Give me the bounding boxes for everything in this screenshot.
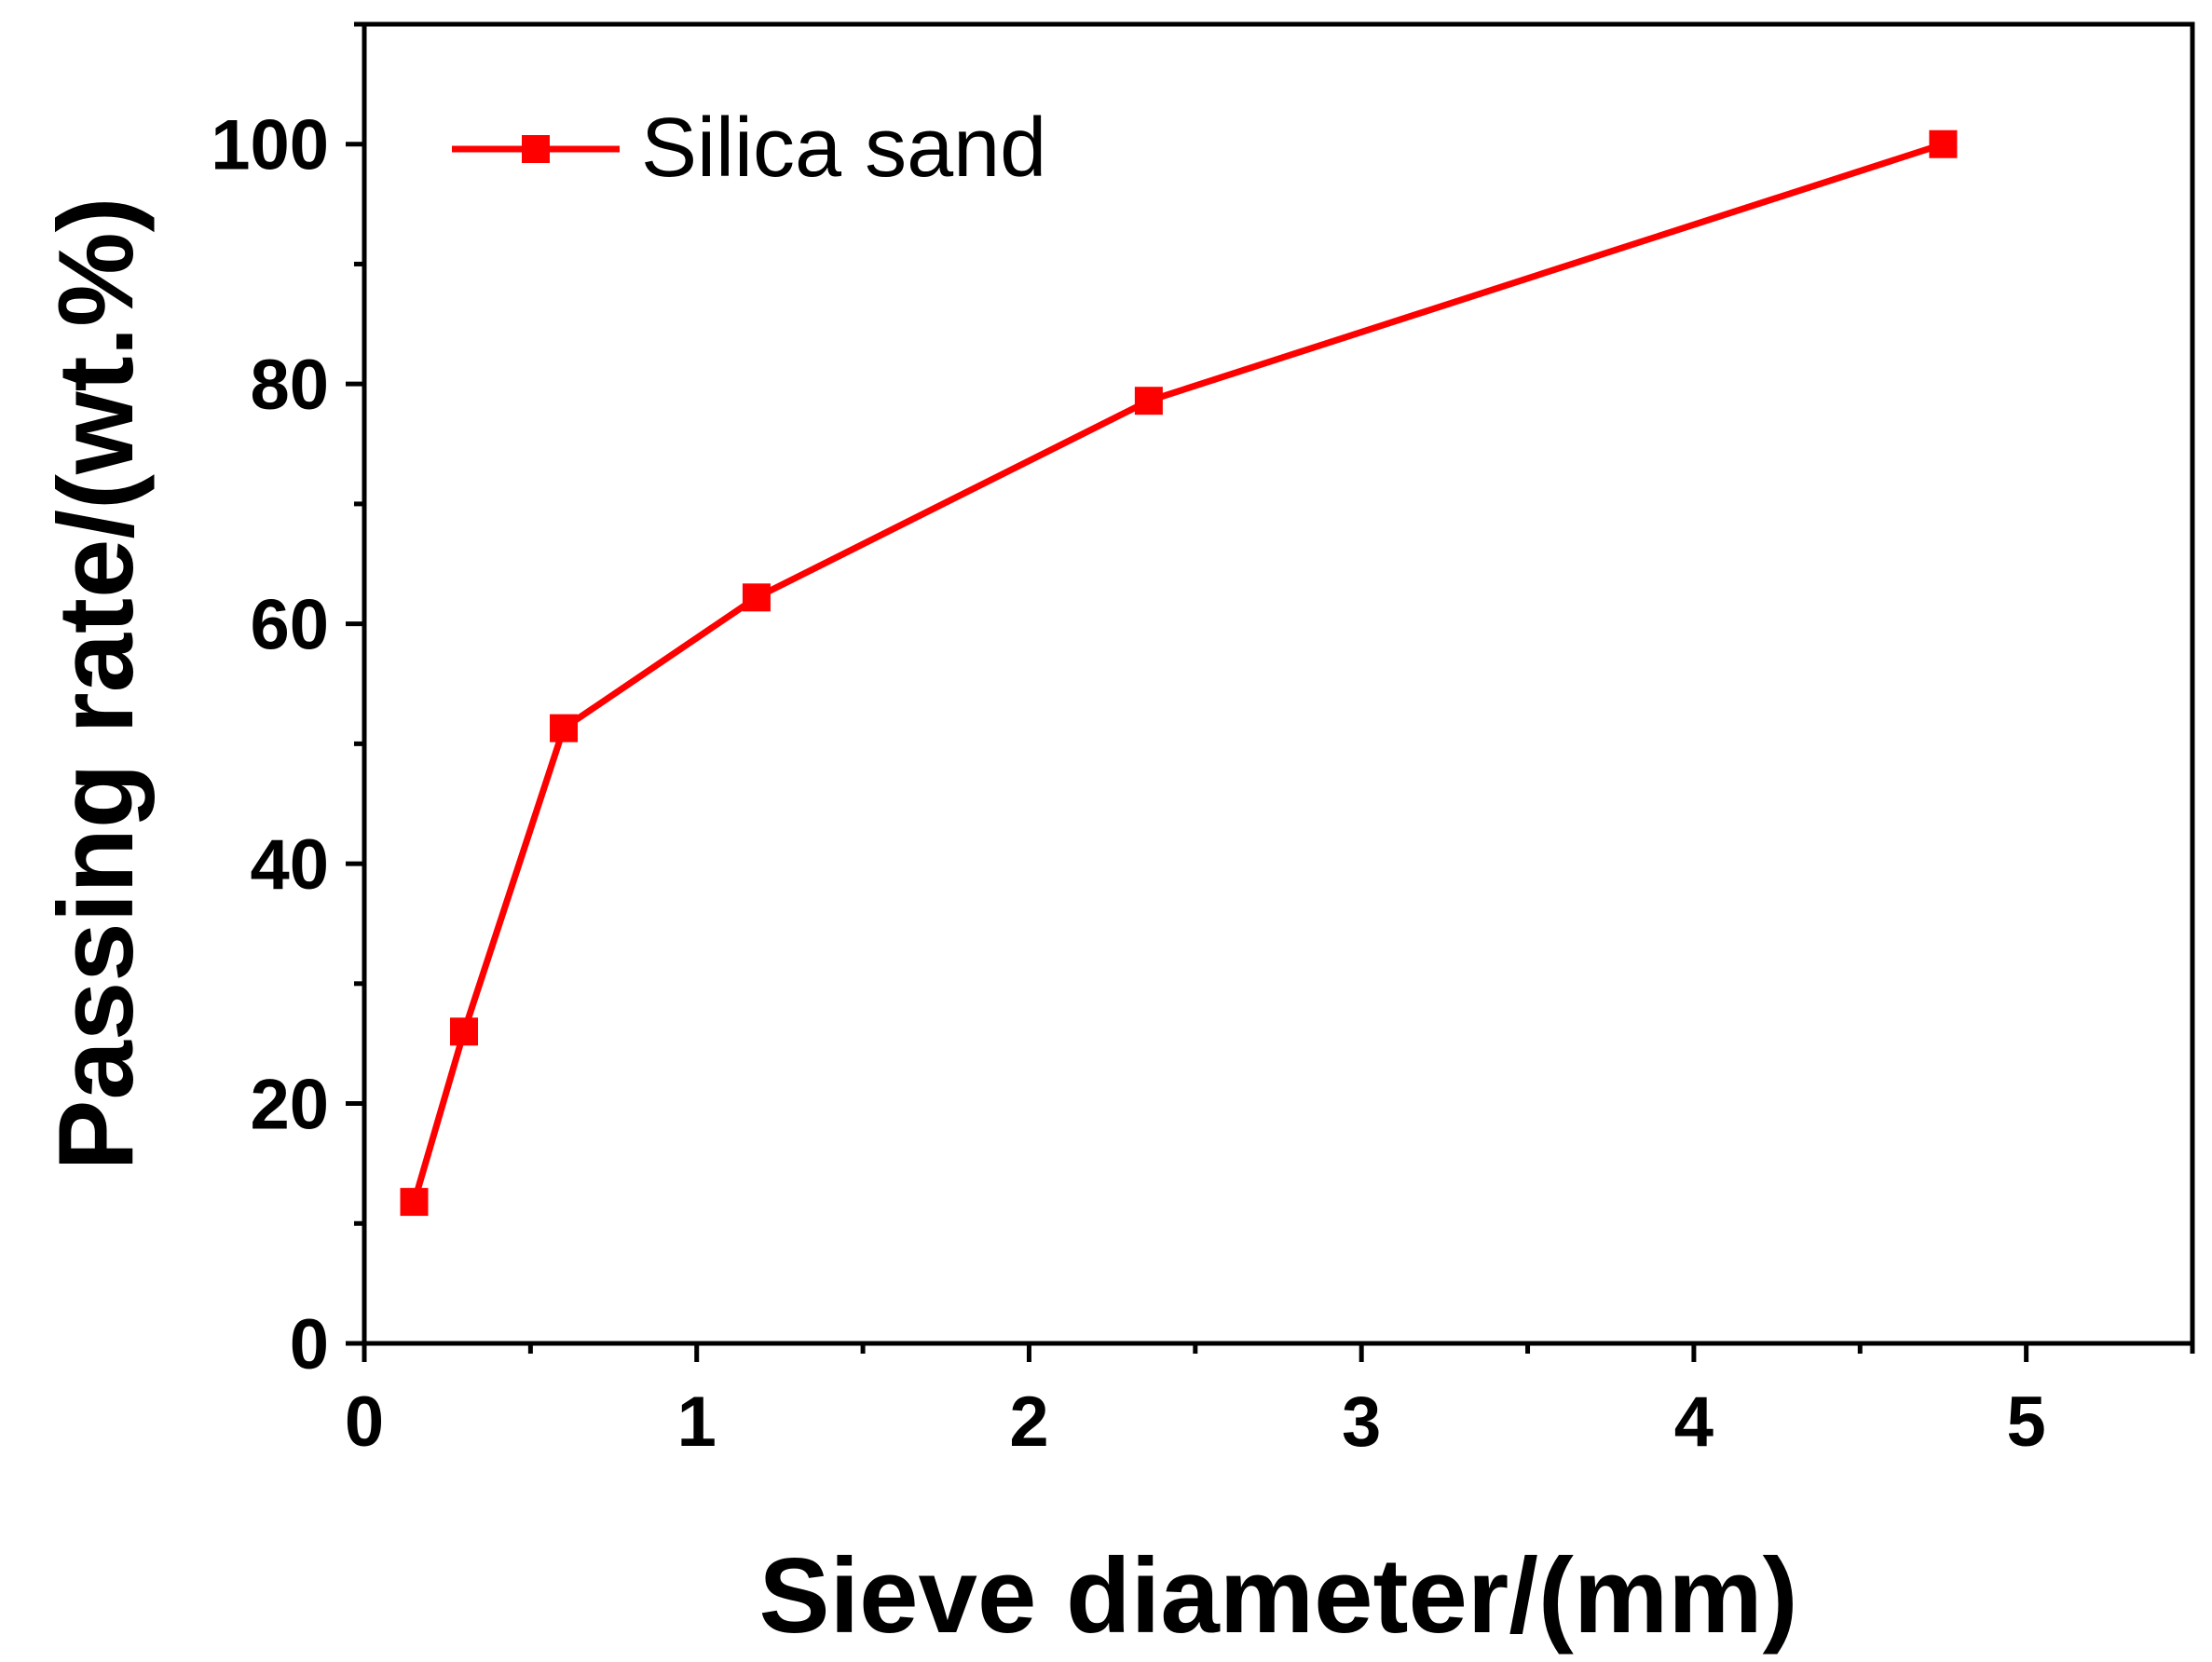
y-tick-label: 80 [250, 346, 329, 425]
y-tick-label: 40 [250, 825, 329, 905]
legend: Silica sand [452, 102, 1046, 195]
data-point-marker [1929, 129, 1958, 158]
plot-frame [362, 21, 2195, 1346]
x-tick-label: 3 [1342, 1383, 1381, 1462]
y-tick-label: 0 [290, 1305, 329, 1384]
x-axis-title: Sieve diameter/(mm) [758, 1537, 1797, 1655]
x-axis-ticks: 0 1 2 3 4 5 [345, 1343, 2195, 1462]
y-axis-title: Passing rate/(wt.%) [37, 197, 156, 1170]
data-point-marker [450, 1017, 479, 1046]
x-tick-label: 0 [345, 1383, 384, 1462]
series-layer [400, 129, 1958, 1217]
data-point-marker [400, 1188, 429, 1217]
x-tick-label: 2 [1009, 1383, 1048, 1462]
data-point-marker [1134, 387, 1163, 416]
legend-marker [522, 135, 550, 163]
y-axis-ticks: 0 20 40 60 80 100 [211, 21, 364, 1384]
series-line [411, 141, 1945, 1204]
x-tick-label: 1 [677, 1383, 717, 1462]
y-tick-label: 20 [250, 1066, 329, 1145]
y-tick-label: 60 [250, 586, 329, 665]
data-point-marker [742, 583, 771, 612]
x-tick-label: 4 [1674, 1383, 1714, 1462]
data-point-marker [550, 714, 579, 742]
y-tick-label: 100 [211, 106, 329, 185]
legend-label: Silica sand [641, 102, 1046, 195]
x-tick-label: 5 [2006, 1383, 2045, 1462]
